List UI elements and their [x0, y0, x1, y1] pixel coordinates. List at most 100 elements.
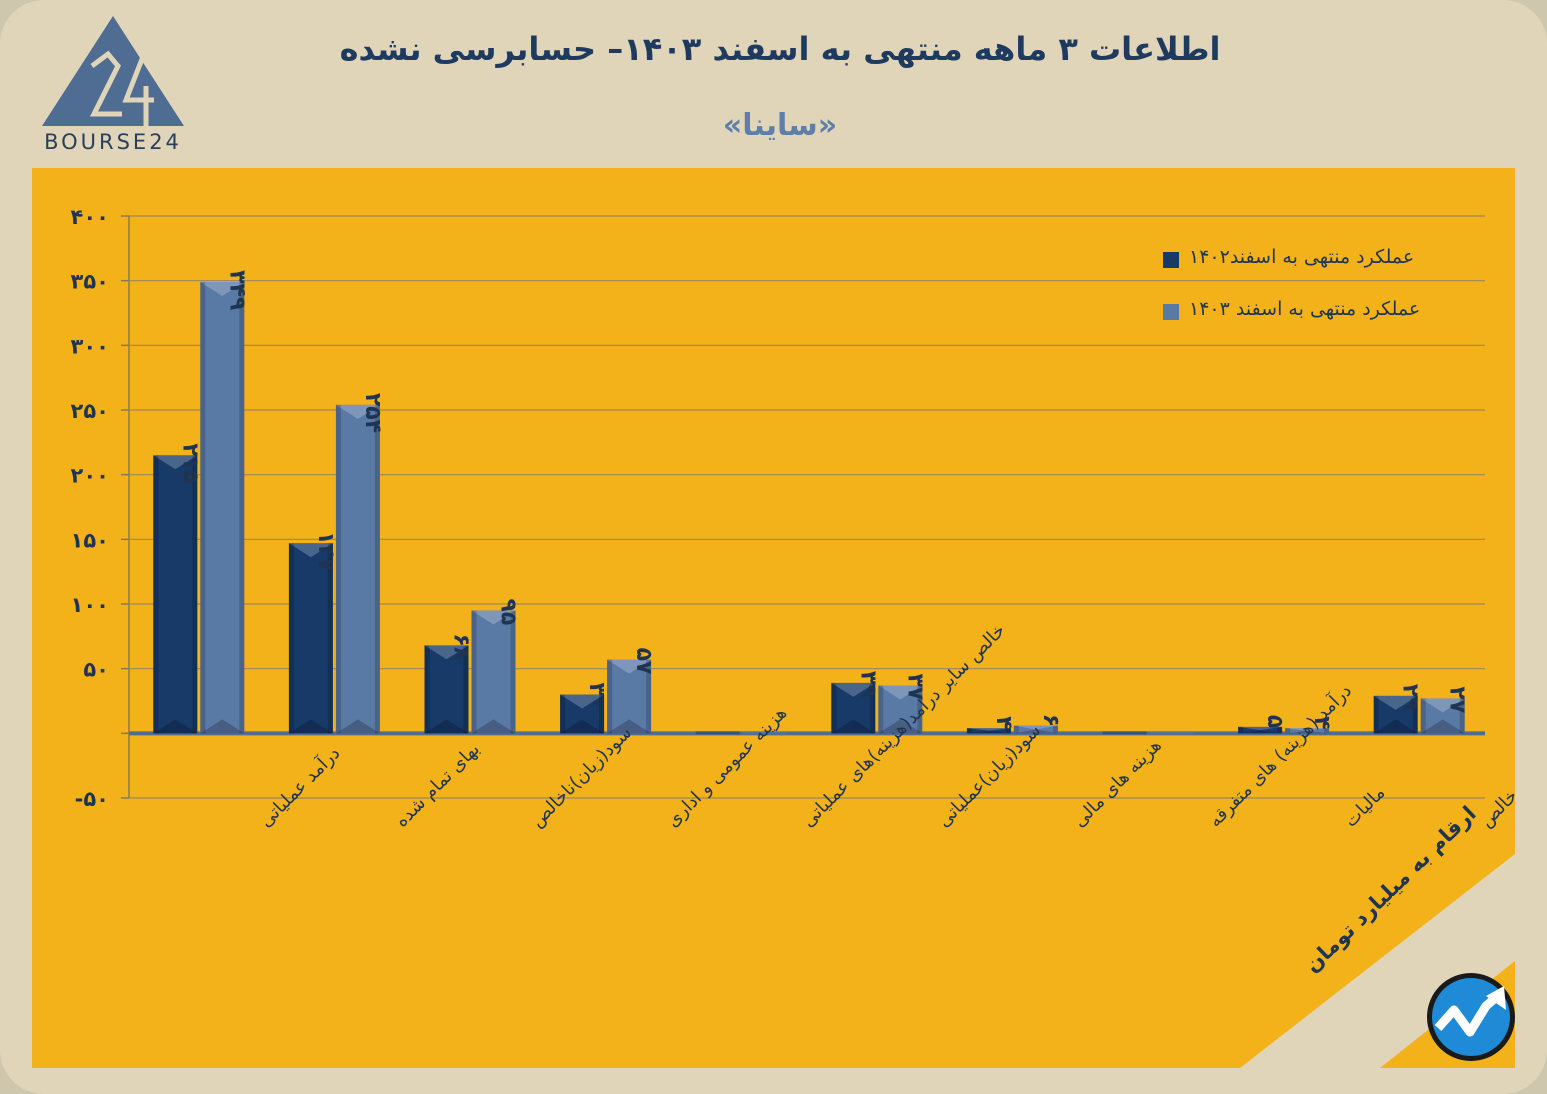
logo-text: BOURSE24 [44, 130, 182, 154]
data-label: ۲۷ [1445, 686, 1470, 713]
bar-1403 [1420, 698, 1465, 734]
data-label: ۹۵ [496, 598, 521, 625]
bar-body [560, 694, 605, 734]
bar-edge-right [510, 610, 516, 734]
y-tick-label: ۲۰۰ [71, 464, 109, 488]
bar-bevel-top [153, 455, 198, 470]
legend-label-1402: عملکرد منتهی به اسفند۱۴۰۲ [1189, 246, 1415, 268]
bar-bevel-bottom [424, 719, 469, 734]
bar-1402 [966, 728, 1011, 734]
bar-edge-right [463, 645, 469, 734]
legend-swatch-1403 [1163, 304, 1179, 320]
x-category-label: بهای تمام شده [391, 739, 484, 832]
bar-bevel-bottom [200, 719, 245, 734]
bar-body [153, 455, 198, 734]
bar-edge-right [1324, 728, 1330, 734]
bar-bevel-top [560, 694, 605, 709]
bar-1403 [471, 610, 516, 734]
bar-bevel-top [200, 281, 245, 296]
bar-bevel-top [831, 682, 876, 697]
bar-edge-left [288, 543, 294, 734]
bar-body [335, 404, 380, 734]
bar-edge-right [1277, 726, 1283, 734]
bar-zero [1149, 731, 1194, 735]
bar-edge-right [239, 281, 245, 734]
logo-triangle-icon [42, 16, 184, 126]
data-label: ۳۴۹ [224, 270, 249, 310]
y-tick-label: ۳۵۰ [71, 270, 109, 294]
bar-bevel-top [335, 404, 380, 419]
bar-bevel-bottom [288, 719, 333, 734]
bar-1402 [1373, 695, 1418, 734]
bar-bevel-top [424, 645, 469, 660]
bar-bevel-bottom [1238, 730, 1283, 734]
bar-bevel-bottom [831, 719, 876, 734]
bar-1402 [1238, 726, 1283, 734]
bar-edge-right [374, 404, 380, 734]
bar-edge-right [1412, 695, 1418, 734]
y-tick-label: ۳۰۰ [71, 334, 109, 358]
page-title: اطلاعات ۳ ماهه منتهی به اسفند ۱۴۰۳– حساب… [339, 30, 1221, 68]
data-label: ۳۰ [584, 683, 609, 710]
data-label: ۶ [1038, 714, 1063, 727]
legend-item-1403: عملکرد منتهی به اسفند ۱۴۰۳ [1155, 292, 1475, 322]
x-category-label: سود(زیان) خالص [1476, 726, 1515, 832]
bar-1402 [560, 694, 605, 734]
chart-panel: -۵۰ ۵۰ ۱۰۰ ۱۵۰ ۲۰۰ ۲۵۰ ۳۰۰ ۳۵۰ ۴۰۰ ۲۱۵ ۳۴۹ درآمد ع… [32, 168, 1515, 1068]
legend-swatch-1402 [1163, 252, 1179, 268]
x-category-label: مالیات [1340, 782, 1389, 831]
bar-body [1013, 725, 1058, 734]
bar-edge-right [646, 659, 652, 734]
bar-edge-left [200, 281, 206, 734]
bar-bevel-bottom [1285, 730, 1330, 734]
legend-item-1402: عملکرد منتهی به اسفند۱۴۰۲ [1155, 240, 1475, 270]
x-category-label: سود(زیان)عملیاتی [933, 720, 1045, 832]
data-label: ۶۸ [449, 633, 474, 660]
bar-1403 [1013, 725, 1058, 734]
bar-body [1373, 695, 1418, 734]
bar-edge-left [1420, 698, 1426, 734]
data-label: ۲۹ [1398, 684, 1423, 711]
data-label: ۲۵۴ [360, 393, 385, 433]
bar-edge-right [192, 455, 198, 734]
x-category-label: سود(زیان)ناخالص [527, 722, 636, 831]
bar-edge-left [966, 728, 972, 734]
bar-body [878, 685, 923, 734]
bar-edge-left [471, 610, 477, 734]
bar-bevel-bottom [560, 719, 605, 734]
bar-1403 [878, 685, 923, 734]
bar-edge-left [560, 694, 566, 734]
bar-edge-right [1052, 725, 1058, 734]
bar-body [966, 728, 1011, 734]
bar-bevel-top [288, 543, 333, 558]
bar-bevel-top [1238, 726, 1283, 731]
bar-1403 [335, 404, 380, 734]
bar-body [200, 281, 245, 734]
bar-bevel-top [471, 610, 516, 625]
bar-body [607, 659, 652, 734]
bar-bevel-bottom [335, 719, 380, 734]
bar-zero [742, 731, 787, 735]
bar-zero [1102, 731, 1147, 735]
bar-bevel-bottom [878, 719, 923, 734]
bar-1402 [424, 645, 469, 734]
data-label: ۵ [1262, 715, 1287, 728]
bar-bevel-bottom [966, 730, 1011, 734]
bar-edge-right [1459, 698, 1465, 734]
bar-edge-left [607, 659, 613, 734]
page-subtitle: «ساینا» [722, 108, 838, 143]
bar-bevel-top [607, 659, 652, 674]
bar-1403 [200, 281, 245, 734]
bar-bevel-bottom [1420, 719, 1465, 734]
bar-1402 [153, 455, 198, 734]
bar-body [831, 682, 876, 734]
bar-edge-left [831, 682, 837, 734]
bar-edge-left [153, 455, 159, 734]
y-tick-label: ۲۵۰ [71, 399, 109, 423]
data-label: ۴ [991, 716, 1016, 729]
y-tick-label: ۱۵۰ [71, 528, 109, 552]
bar-bevel-bottom [471, 719, 516, 734]
bar-zero [695, 731, 740, 735]
data-label: ۵۷ [631, 648, 656, 675]
bar-bevel-top [1013, 725, 1058, 730]
